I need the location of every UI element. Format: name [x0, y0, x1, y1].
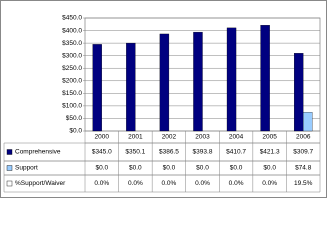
y-tick-label: $200.0 — [62, 77, 82, 84]
x-tick-label: 2000 — [95, 134, 110, 141]
bar — [92, 44, 102, 132]
x-tick-label: 2002 — [162, 134, 177, 141]
table-cell: $0.0 — [129, 165, 142, 172]
x-tick-label: 2004 — [229, 134, 244, 141]
table-cell: $0.0 — [163, 165, 176, 172]
table-cell: $74.8 — [295, 165, 312, 172]
legend-swatch — [6, 165, 13, 171]
table-cell: $0.0 — [95, 165, 108, 172]
y-tick-label: $100.0 — [62, 103, 82, 110]
bar — [159, 33, 170, 132]
x-tick-label: 2001 — [128, 134, 143, 141]
bar — [303, 112, 313, 132]
table-cell: $309.7 — [293, 149, 313, 156]
table-cell: 0.0% — [195, 180, 210, 187]
table-cell: 0.0% — [262, 180, 277, 187]
x-tick-label: 2005 — [262, 134, 277, 141]
table-cell: $345.0 — [92, 149, 112, 156]
x-tick-label: 2003 — [195, 134, 210, 141]
y-tick-label: $250.0 — [62, 65, 82, 72]
table-cell: 0.0% — [128, 180, 143, 187]
table-cell: 19.5% — [294, 180, 313, 187]
bar — [193, 31, 203, 132]
bar — [226, 27, 237, 132]
legend-label: %Support/Waiver — [15, 180, 66, 187]
table-cell: $0.0 — [263, 165, 276, 172]
bar — [126, 42, 136, 132]
bar — [260, 25, 270, 132]
table-cell: $393.8 — [193, 149, 213, 156]
y-tick-label: $300.0 — [62, 52, 82, 59]
table-cell: $0.0 — [230, 165, 243, 172]
table-cell: $386.5 — [159, 149, 179, 156]
chart: $0.0 $50.0 $100.0 $150.0 $200.0 $250.0 $300.0 $… — [0, 0, 327, 198]
y-tick-label: $150.0 — [62, 90, 82, 97]
y-tick-label: $0.0 — [69, 128, 82, 135]
y-tick-label: $450.0 — [62, 15, 82, 22]
y-tick-label: $400.0 — [62, 27, 82, 34]
bar — [293, 53, 304, 132]
legend-swatch — [6, 149, 13, 155]
y-tick-label: $50.0 — [66, 115, 83, 122]
x-tick-label: 2006 — [296, 134, 311, 141]
table-cell: $350.1 — [125, 149, 145, 156]
table-cell: 0.0% — [229, 180, 244, 187]
table-cell: 0.0% — [162, 180, 177, 187]
legend-swatch — [6, 180, 13, 187]
table-cell: 0.0% — [94, 180, 109, 187]
table-cell: $421.3 — [260, 149, 280, 156]
legend-label: Support — [15, 165, 38, 172]
y-tick-label: $350.0 — [62, 40, 82, 47]
table-cell: $410.7 — [226, 149, 246, 156]
table-cell: $0.0 — [196, 165, 209, 172]
legend-label: Comprehensive — [15, 149, 61, 156]
